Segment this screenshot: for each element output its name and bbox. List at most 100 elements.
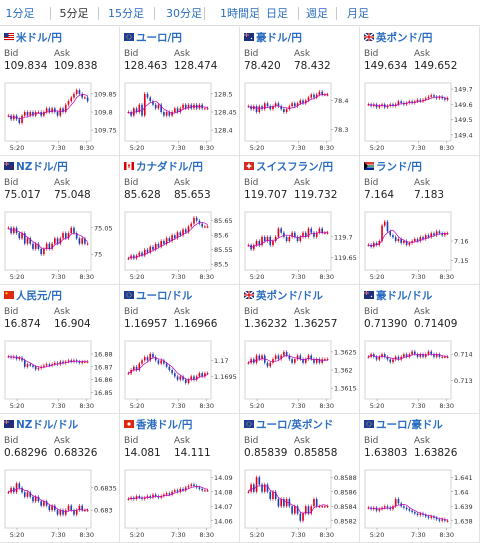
candle-body [43, 112, 45, 116]
tab-0[interactable]: 1分足 [5, 7, 35, 20]
x-tick-label: 8:30 [319, 144, 334, 152]
pair-name-link[interactable]: 豪ドル/円 [256, 32, 302, 44]
candle-body [299, 355, 302, 360]
x-tick-label: 5:20 [130, 273, 145, 281]
pair-name-link[interactable]: ユーロ/ドル [136, 290, 193, 302]
nz-flag-icon [4, 420, 14, 428]
y-tick-label: 0.683 [94, 507, 113, 515]
ask-label: Ask [294, 436, 311, 446]
candle-body [78, 90, 81, 94]
candle-body [152, 101, 154, 105]
candle-body [422, 513, 424, 515]
pair-name-link[interactable]: ユーロ/円 [136, 32, 182, 44]
mini-candle-chart[interactable]: 1.17 1.1695 5:20 7:30 8:30 [121, 337, 239, 413]
pair-name-link[interactable]: NZドル/円 [16, 161, 68, 173]
pair-name-link[interactable]: 人民元/円 [16, 290, 62, 302]
moving-average-line [128, 222, 208, 259]
candle-body [179, 232, 182, 236]
mini-candle-chart[interactable]: 7.16 7.15 5:20 7:30 8:30 [361, 208, 479, 284]
candle-body [62, 510, 64, 515]
candle-body [397, 101, 400, 105]
tab-5[interactable]: 日足 [266, 7, 288, 20]
candle-body [269, 491, 272, 499]
candle-body [438, 231, 441, 234]
candle-body [422, 237, 424, 240]
mini-candle-chart[interactable]: 85.65 85.6 85.55 85.5 5:20 7:30 8:30 [121, 208, 239, 284]
pair-name-link[interactable]: スイスフラン/円 [256, 161, 334, 173]
pair-name-link[interactable]: 香港ドル/円 [136, 419, 193, 431]
pair-header: ランド/円 [364, 160, 476, 174]
candle-body [435, 96, 438, 99]
candle-body [255, 355, 258, 363]
ask-value: 85.653 [174, 189, 211, 201]
pair-name-link[interactable]: ユーロ/英ポンド [256, 419, 334, 431]
mini-candle-chart[interactable]: 14.09 14.08 14.07 14.06 5:20 7:30 8:30 [121, 466, 239, 542]
ask-value: 0.71409 [414, 318, 458, 330]
candle-body [84, 238, 86, 244]
x-tick-label: 5:20 [130, 531, 145, 539]
nz-flag-icon [4, 162, 14, 170]
tab-7[interactable]: 月足 [347, 7, 369, 20]
candle-body [430, 516, 433, 518]
mini-candle-chart[interactable]: 75.05 75 5:20 7:30 8:30 [1, 208, 119, 284]
mini-candle-chart[interactable]: 128.5 128.45 128.4 5:20 7:30 8:30 [121, 79, 239, 155]
pair-header: 豪ドル/ドル [364, 289, 476, 303]
candle-body [86, 361, 89, 363]
tab-6[interactable]: 週足 [306, 7, 328, 20]
y-tick-label: 1.3615 [334, 385, 357, 393]
candle-body [182, 104, 184, 109]
candle-body [64, 104, 67, 112]
candle-body [283, 499, 285, 507]
mini-candle-chart[interactable]: 1.3625 1.362 1.3615 5:20 7:30 8:30 [241, 337, 359, 413]
y-tick-label: 128.5 [214, 90, 233, 98]
mini-candle-chart[interactable]: 0.6835 0.683 5:20 7:30 8:30 [1, 466, 119, 542]
ask-value: 78.432 [294, 60, 331, 72]
pair-name-link[interactable]: ユーロ/豪ドル [376, 419, 443, 431]
candle-body [408, 354, 411, 357]
candle-body [419, 513, 422, 515]
pair-name-link[interactable]: ランド/円 [376, 161, 422, 173]
candle-body [146, 93, 149, 98]
y-tick-label: 109.85 [94, 90, 117, 98]
pair-name-link[interactable]: カナダドル/円 [136, 161, 203, 173]
candle-body [40, 248, 42, 255]
candle-body [394, 499, 397, 507]
mini-candle-chart[interactable]: 0.8588 0.8586 0.8584 0.8582 5:20 7:30 8:30 [241, 466, 359, 542]
candle-body [86, 243, 89, 245]
pair-name-link[interactable]: 豪ドル/ドル [376, 290, 433, 302]
eu-flag-icon [364, 420, 374, 428]
candle-body [84, 510, 86, 512]
candle-body [160, 360, 162, 364]
mini-candle-chart[interactable]: 109.85 109.8 109.75 5:20 7:30 8:30 [1, 79, 119, 155]
rate-card: ユーロ/円 Bid Ask 128.463 128.474 128.5 128.45 128.… [120, 27, 240, 156]
pair-header: スイスフラン/円 [244, 160, 356, 174]
tab-4[interactable]: 1時間足 [220, 7, 260, 20]
candle-body [187, 226, 190, 233]
candle-body [143, 497, 146, 499]
ask-label: Ask [414, 307, 431, 317]
tab-1[interactable]: 5分足 [59, 7, 89, 20]
candle-body [193, 376, 195, 380]
mini-candle-chart[interactable]: 0.714 0.713 5:20 7:30 8:30 [361, 337, 479, 413]
pair-name-link[interactable]: 米ドル/円 [16, 32, 62, 44]
mini-candle-chart[interactable]: 119.7 119.65 5:20 7:30 8:30 [241, 208, 359, 284]
pair-name-link[interactable]: 英ポンド/ドル [256, 290, 323, 302]
mini-candle-chart[interactable]: 16.88 16.87 16.86 16.85 5:20 7:30 8:30 [1, 337, 119, 413]
candle-body [405, 102, 408, 105]
candle-body [326, 232, 329, 234]
y-tick-label: 119.65 [334, 254, 357, 262]
tab-3[interactable]: 30分足 [166, 7, 202, 20]
candle-body [21, 357, 23, 361]
candle-body [272, 241, 274, 246]
x-tick-label: 5:20 [10, 531, 25, 539]
tab-2[interactable]: 15分足 [108, 7, 144, 20]
y-tick-label: 7.15 [454, 257, 468, 265]
pair-name-link[interactable]: 英ポンド/円 [376, 32, 433, 44]
ch-flag-icon [244, 162, 254, 170]
mini-candle-chart[interactable]: 1.641 1.64 1.639 1.638 5:20 7:30 8:30 [361, 466, 479, 542]
candle-body [187, 104, 190, 109]
candle-body [154, 357, 157, 361]
mini-candle-chart[interactable]: 78.4 78.3 5:20 7:30 8:30 [241, 79, 359, 155]
mini-candle-chart[interactable]: 149.7 149.6 149.5 149.4 5:20 7:30 8:30 [361, 79, 479, 155]
pair-name-link[interactable]: NZドル/ドル [16, 419, 79, 431]
